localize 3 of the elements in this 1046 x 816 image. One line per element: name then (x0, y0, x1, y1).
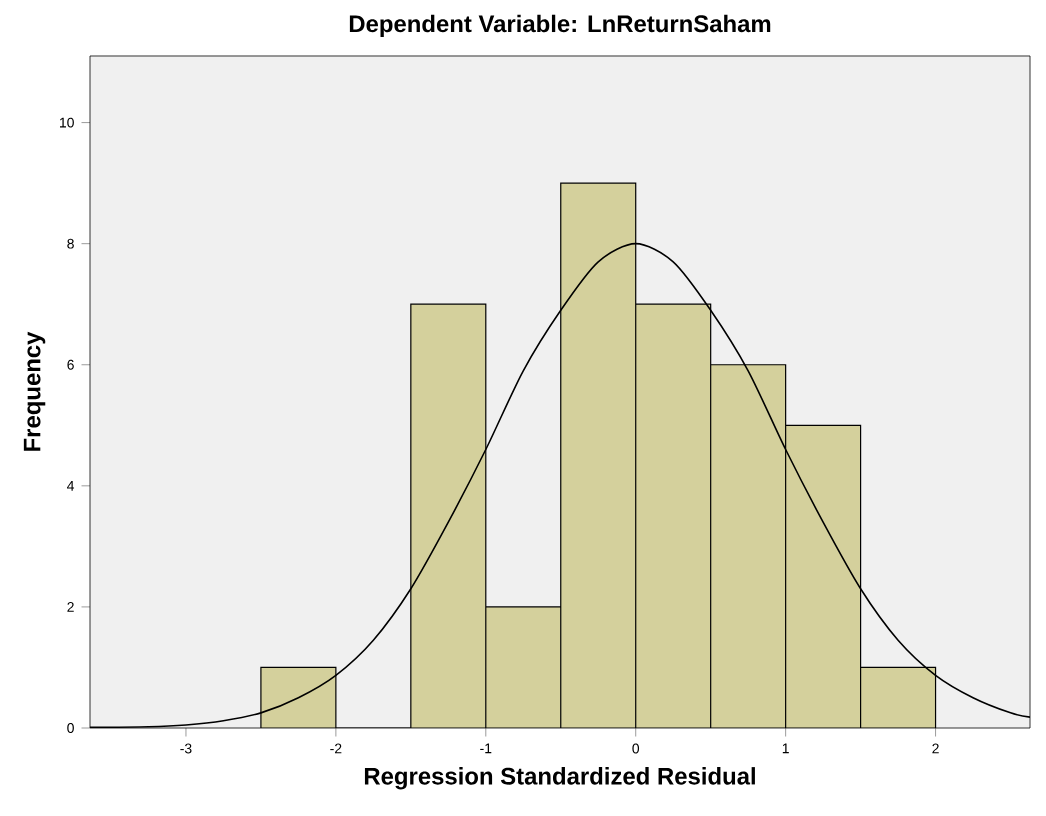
chart-title: Dependent Variable: LnReturnSaham (349, 14, 771, 37)
x-axis-title: Regression Standardized Residual (364, 767, 755, 790)
y-axis-title: Frequency (23, 331, 46, 451)
